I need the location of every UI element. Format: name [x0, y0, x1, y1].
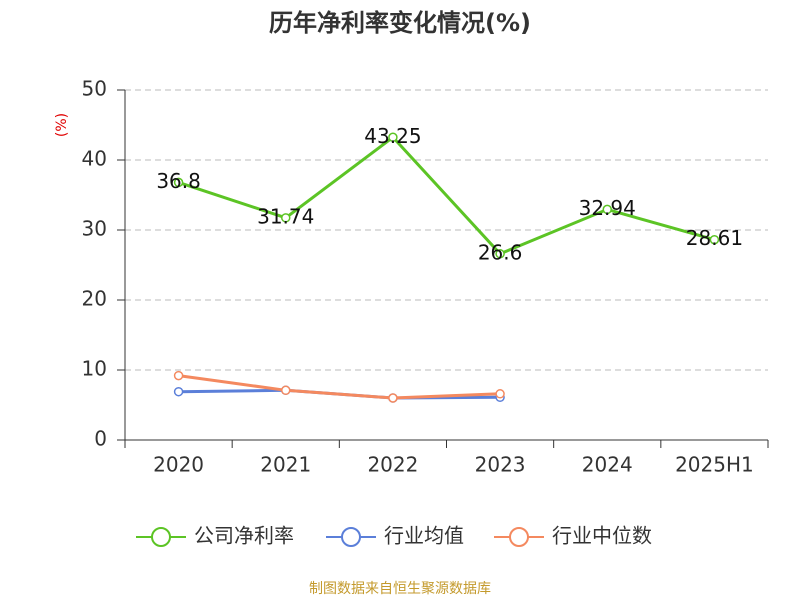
y-tick-label: 20	[82, 287, 107, 311]
legend-marker	[341, 527, 361, 547]
y-tick-label: 50	[82, 77, 107, 101]
data-point	[173, 386, 184, 397]
data-point	[173, 177, 184, 188]
legend-label: 公司净利率	[194, 524, 294, 548]
data-point	[281, 385, 291, 396]
x-tick-label: 2022	[367, 453, 418, 477]
data-point	[388, 132, 398, 142]
legend-marker	[151, 527, 171, 547]
data-point	[281, 213, 291, 223]
legend-label: 行业均值	[384, 524, 464, 548]
y-tick-label: 30	[82, 217, 107, 241]
data-label: 32.94	[579, 196, 636, 220]
data-point	[173, 370, 184, 381]
data-point	[709, 234, 720, 245]
y-tick-label: 10	[82, 357, 107, 381]
chart-title: 历年净利率变化情况(%)	[269, 9, 531, 37]
legend-label: 行业中位数	[552, 524, 652, 548]
data-point	[495, 249, 505, 259]
data-point	[388, 393, 398, 403]
y-axis-label: (%)	[54, 113, 70, 137]
data-label: 36.8	[156, 169, 201, 193]
x-tick-label: 2024	[582, 453, 633, 477]
series-line	[178, 374, 501, 400]
legend-marker	[509, 527, 529, 547]
data-point	[495, 389, 505, 399]
data-label: 31.74	[257, 204, 314, 228]
series-line	[178, 135, 715, 256]
y-tick-label: 0	[94, 427, 107, 451]
data-label: 26.6	[478, 240, 523, 264]
x-tick-label: 2023	[475, 453, 526, 477]
data-point	[602, 204, 612, 215]
x-tick-label: 2025H1	[675, 453, 754, 477]
x-tick-label: 2020	[153, 453, 204, 477]
data-label: 28.61	[686, 226, 743, 250]
y-tick-label: 40	[82, 147, 107, 171]
x-tick-label: 2021	[260, 453, 311, 477]
data-label: 43.25	[364, 124, 421, 148]
source-note: 制图数据来自恒生聚源数据库	[309, 581, 491, 597]
